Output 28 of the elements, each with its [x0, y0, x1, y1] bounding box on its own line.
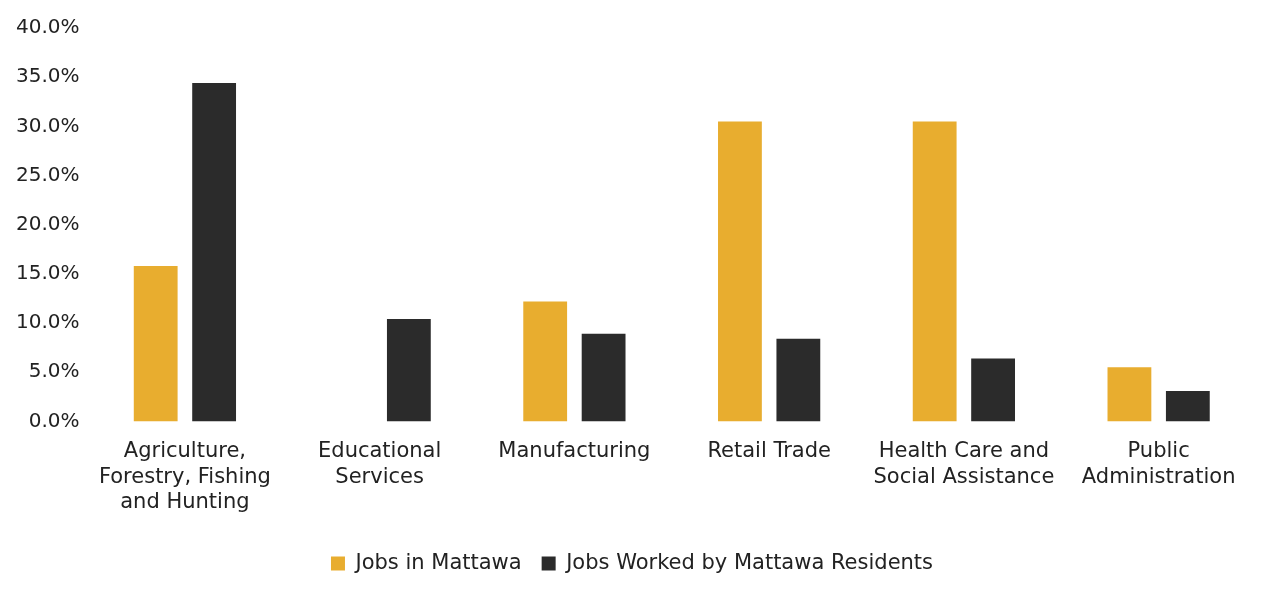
- bar: [523, 301, 568, 422]
- y-tick-label: 15.0%: [15, 260, 80, 285]
- bar: [776, 338, 821, 422]
- y-tick-label: 40.0%: [15, 14, 80, 39]
- bar: [1107, 367, 1152, 422]
- bar: [386, 319, 431, 422]
- bar: [1165, 390, 1210, 422]
- bar: [581, 333, 626, 422]
- y-tick-label: 0.0%: [28, 407, 80, 432]
- legend-label: Jobs in Mattawa: [353, 549, 522, 574]
- bar: [192, 83, 237, 422]
- x-tick-label: Health Care and Social Assistance: [873, 438, 1055, 488]
- y-tick-label: 35.0%: [15, 63, 80, 88]
- x-tick-label: Manufacturing: [498, 438, 651, 463]
- y-tick-label: 20.0%: [15, 210, 80, 235]
- bar: [912, 121, 957, 422]
- x-tick-label: Public Administration: [1081, 438, 1236, 488]
- y-tick-label: 10.0%: [15, 309, 80, 334]
- y-tick-label: 30.0%: [15, 112, 80, 137]
- x-tick-label: Retail Trade: [707, 438, 831, 463]
- bar: [718, 121, 762, 422]
- bar: [971, 358, 1015, 422]
- x-tick-label: Educational Services: [318, 438, 442, 488]
- y-tick-label: 5.0%: [28, 358, 80, 383]
- legend-label: Jobs Worked by Mattawa Residents: [564, 549, 934, 574]
- x-tick-label: Agriculture, Forestry, Fishing and Hunting: [98, 438, 271, 513]
- y-tick-label: 25.0%: [15, 161, 80, 186]
- bar: [133, 266, 178, 422]
